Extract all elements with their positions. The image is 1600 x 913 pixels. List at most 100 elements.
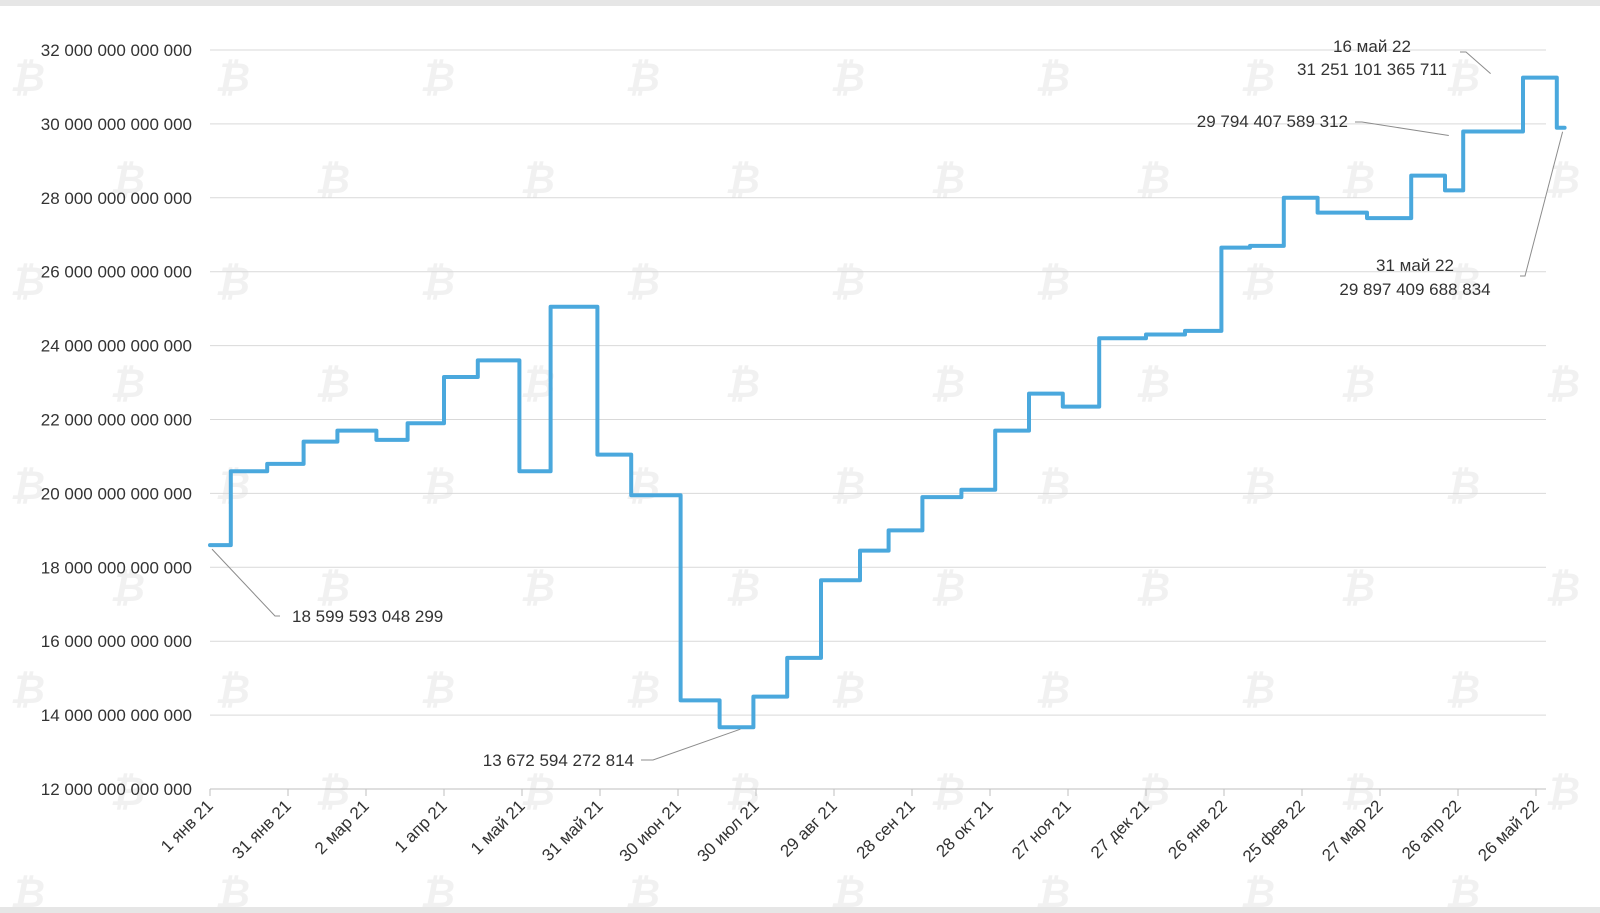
y-tick-label: 22 000 000 000 000 — [41, 411, 192, 430]
watermark-logo: ₿ — [215, 56, 250, 100]
y-tick-label: 24 000 000 000 000 — [41, 337, 192, 356]
watermark-logo: ₿ — [1545, 770, 1580, 814]
y-tick-label: 32 000 000 000 000 — [41, 41, 192, 60]
watermark-logo: ₿ — [1445, 56, 1480, 100]
watermark-logo: ₿ — [110, 770, 145, 814]
x-tick-label: 29 авг 21 — [777, 796, 841, 860]
y-tick-label: 20 000 000 000 000 — [41, 484, 192, 503]
y-tick-label: 30 000 000 000 000 — [41, 115, 192, 134]
watermark-logo: ₿ — [10, 668, 45, 712]
x-tick-label: 26 май 22 — [1474, 796, 1543, 865]
watermark-logo: ₿ — [420, 668, 455, 712]
y-tick-label: 28 000 000 000 000 — [41, 189, 192, 208]
annotation-date: 31 май 22 — [1376, 256, 1454, 275]
series-layer — [208, 75, 1567, 730]
annotation-value: 31 251 101 365 711 — [1297, 60, 1447, 79]
x-tick-label: 30 июн 21 — [616, 796, 685, 865]
watermark-logo: ₿ — [215, 872, 250, 907]
watermark-logo: ₿ — [1135, 566, 1170, 610]
watermark-logo: ₿ — [930, 566, 965, 610]
watermark-logo: ₿ — [10, 260, 45, 304]
y-axis: 12 000 000 000 000 14 000 000 000 000 16 0… — [41, 41, 192, 799]
annotation-date: 16 май 22 — [1333, 37, 1411, 56]
x-tick-label: 25 фев 22 — [1239, 796, 1309, 866]
watermark-logo: ₿ — [1445, 872, 1480, 907]
watermark-layer: ₿ ₿ ₿ ₿ ₿ ₿ ₿ ₿ ₿ ₿ ₿ ₿ ₿ ₿ ₿ ₿ ₿ ₿ ₿ ₿ ₿ ₿ ₿ ₿ ₿ ₿ ₿ ₿ ₿ ₿ ₿ ₿ ₿ ₿ ₿ ₿ ₿ ₿ ₿ ₿… — [10, 56, 1580, 907]
annotation-label: 13 672 594 272 814 — [483, 751, 634, 770]
watermark-logo: ₿ — [420, 464, 455, 508]
y-tick-label: 12 000 000 000 000 — [41, 780, 192, 799]
watermark-logo: ₿ — [520, 158, 555, 202]
annotation-leader — [641, 728, 741, 761]
watermark-logo: ₿ — [625, 260, 660, 304]
watermark-logo: ₿ — [10, 56, 45, 100]
watermark-logo: ₿ — [830, 56, 865, 100]
watermark-logo: ₿ — [1340, 770, 1375, 814]
watermark-logo: ₿ — [830, 464, 865, 508]
watermark-logo: ₿ — [315, 158, 350, 202]
watermark-logo: ₿ — [10, 464, 45, 508]
annotations: 18 599 593 048 299 13 672 594 272 814 29 7… — [211, 37, 1564, 770]
watermark-logo: ₿ — [625, 668, 660, 712]
watermark-logo: ₿ — [1340, 158, 1375, 202]
watermark-logo: ₿ — [1240, 260, 1275, 304]
annotation-leader — [1355, 121, 1449, 136]
watermark-logo: ₿ — [1240, 464, 1275, 508]
watermark-logo: ₿ — [1135, 158, 1170, 202]
watermark-logo: ₿ — [420, 56, 455, 100]
annotation-leader — [1520, 131, 1564, 277]
watermark-logo: ₿ — [1340, 362, 1375, 406]
x-tick-label: 1 янв 21 — [157, 796, 217, 856]
watermark-logo: ₿ — [1240, 56, 1275, 100]
watermark-logo: ₿ — [1240, 668, 1275, 712]
watermark-logo: ₿ — [930, 158, 965, 202]
y-tick-label: 14 000 000 000 000 — [41, 706, 192, 725]
x-tick-label: 1 май 21 — [467, 796, 529, 858]
watermark-logo: ₿ — [930, 770, 965, 814]
annotation-label: 29 794 407 589 312 — [1197, 112, 1348, 131]
annotation-label: 18 599 593 048 299 — [292, 607, 443, 626]
watermark-logo: ₿ — [830, 668, 865, 712]
chart-frame: ₿ ₿ ₿ ₿ ₿ ₿ ₿ ₿ ₿ ₿ ₿ ₿ ₿ ₿ ₿ ₿ ₿ ₿ ₿ ₿ ₿ ₿ ₿ ₿ ₿ ₿ ₿ ₿ ₿ ₿ ₿ ₿ ₿ ₿ ₿ ₿ ₿ ₿ ₿ ₿… — [0, 6, 1600, 907]
step-line-chart: ₿ ₿ ₿ ₿ ₿ ₿ ₿ ₿ ₿ ₿ ₿ ₿ ₿ ₿ ₿ ₿ ₿ ₿ ₿ ₿ ₿ ₿ ₿ ₿ ₿ ₿ ₿ ₿ ₿ ₿ ₿ ₿ ₿ ₿ ₿ ₿ ₿ ₿ ₿ ₿… — [10, 37, 1580, 907]
watermark-logo: ₿ — [420, 872, 455, 907]
gridlines — [210, 49, 1546, 716]
x-tick-label: 27 ноя 21 — [1008, 796, 1075, 863]
x-tick-label: 26 янв 22 — [1164, 796, 1230, 862]
watermark-logo: ₿ — [420, 260, 455, 304]
watermark-logo: ₿ — [1545, 362, 1580, 406]
watermark-logo: ₿ — [1545, 566, 1580, 610]
watermark-logo: ₿ — [1035, 668, 1070, 712]
x-tick-label: 31 янв 21 — [228, 796, 294, 862]
watermark-logo: ₿ — [1135, 770, 1170, 814]
watermark-logo: ₿ — [1035, 260, 1070, 304]
annotation-leader — [211, 548, 280, 617]
x-tick-label: 27 дек 21 — [1087, 796, 1153, 862]
watermark-logo: ₿ — [10, 872, 45, 907]
x-tick-label: 1 апр 21 — [391, 796, 451, 856]
watermark-logo: ₿ — [1445, 464, 1480, 508]
watermark-logo: ₿ — [830, 260, 865, 304]
watermark-logo: ₿ — [1545, 158, 1580, 202]
watermark-logo: ₿ — [110, 566, 145, 610]
y-tick-label: 26 000 000 000 000 — [41, 263, 192, 282]
y-tick-label: 16 000 000 000 000 — [41, 632, 192, 651]
watermark-logo: ₿ — [1340, 566, 1375, 610]
watermark-logo: ₿ — [1445, 668, 1480, 712]
watermark-logo: ₿ — [315, 362, 350, 406]
watermark-logo: ₿ — [315, 770, 350, 814]
watermark-logo: ₿ — [1035, 872, 1070, 907]
watermark-logo: ₿ — [1035, 464, 1070, 508]
watermark-logo: ₿ — [1445, 260, 1480, 304]
watermark-logo: ₿ — [725, 362, 760, 406]
watermark-logo: ₿ — [110, 158, 145, 202]
watermark-logo: ₿ — [110, 362, 145, 406]
watermark-logo: ₿ — [1035, 56, 1070, 100]
watermark-logo: ₿ — [830, 872, 865, 907]
watermark-logo: ₿ — [930, 362, 965, 406]
annotation-leader — [1460, 51, 1491, 75]
watermark-logo: ₿ — [315, 566, 350, 610]
watermark-logo: ₿ — [1135, 362, 1170, 406]
watermark-logo: ₿ — [725, 566, 760, 610]
watermark-logo: ₿ — [215, 668, 250, 712]
